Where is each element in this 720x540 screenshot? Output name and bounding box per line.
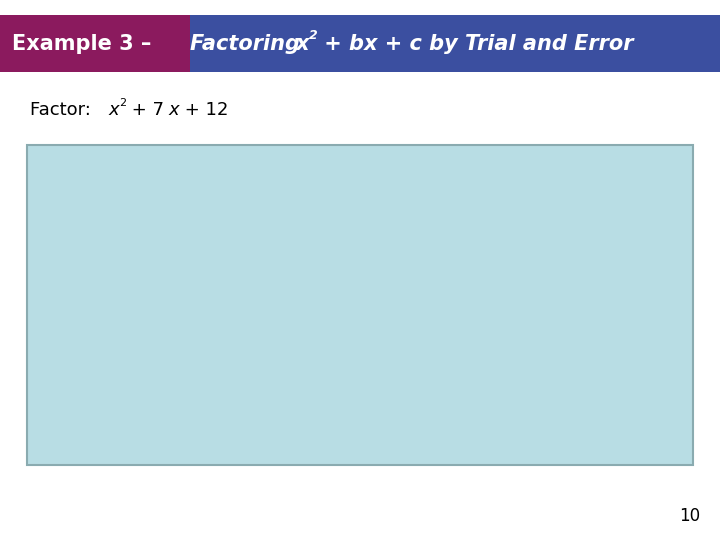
Text: 10: 10 xyxy=(679,507,700,525)
Text: Example 3 –: Example 3 – xyxy=(12,33,158,53)
Bar xyxy=(190,15,720,72)
Text: + bx + c by Trial and Error: + bx + c by Trial and Error xyxy=(317,33,634,53)
Text: + 12: + 12 xyxy=(179,101,228,119)
Text: Factoring: Factoring xyxy=(190,33,307,53)
Text: x: x xyxy=(108,101,119,119)
Text: + 7: + 7 xyxy=(126,101,164,119)
Text: 2: 2 xyxy=(119,98,126,108)
Text: x: x xyxy=(168,101,179,119)
Bar xyxy=(27,145,693,465)
Text: 2: 2 xyxy=(309,29,318,42)
Bar xyxy=(0,15,190,72)
Text: x: x xyxy=(296,33,310,53)
Text: Factor:: Factor: xyxy=(30,101,96,119)
